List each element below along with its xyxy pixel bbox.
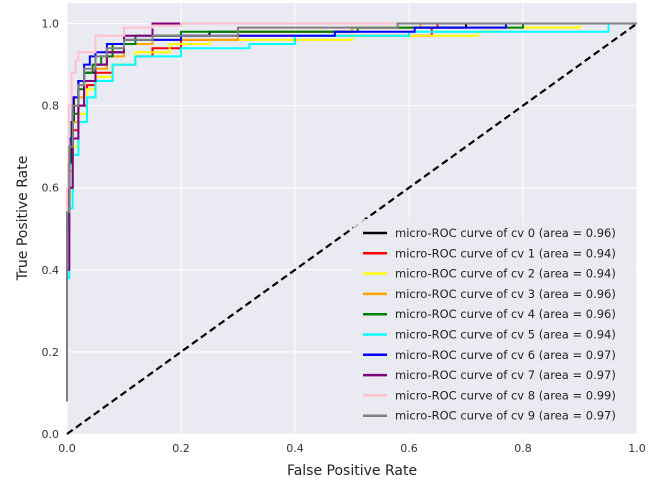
x-tick-label: 1.0 <box>628 442 646 455</box>
x-tick-label: 0.6 <box>400 442 418 455</box>
y-tick-label: 0.6 <box>42 182 60 195</box>
legend-entry-cv-0: micro-ROC curve of cv 0 (area = 0.96) <box>395 226 616 240</box>
chance-diagonal <box>66 22 638 435</box>
legend-frame <box>353 219 635 432</box>
x-tick-labels: 0.0 0.2 0.4 0.6 0.8 1.0 <box>58 442 646 455</box>
roc-curve-cv-8 <box>66 22 637 402</box>
y-tick-label: 0.8 <box>42 100 60 113</box>
legend-entry-cv-3: micro-ROC curve of cv 3 (area = 0.96) <box>395 287 616 301</box>
x-tick-label: 0.0 <box>58 442 76 455</box>
legend-entry-cv-5: micro-ROC curve of cv 5 (area = 0.94) <box>395 328 616 342</box>
x-axis-label: False Positive Rate <box>287 463 417 479</box>
y-tick-labels: 0.0 0.2 0.4 0.6 0.8 1.0 <box>42 18 60 441</box>
legend-entry-cv-1: micro-ROC curve of cv 1 (area = 0.94) <box>395 246 616 260</box>
legend-entry-cv-9: micro-ROC curve of cv 9 (area = 0.97) <box>395 409 616 423</box>
legend-entry-cv-6: micro-ROC curve of cv 6 (area = 0.97) <box>395 348 616 362</box>
legend-entry-cv-4: micro-ROC curve of cv 4 (area = 0.96) <box>395 307 616 321</box>
roc-curves <box>66 22 637 402</box>
legend-entry-cv-7: micro-ROC curve of cv 7 (area = 0.97) <box>395 368 616 382</box>
x-tick-label: 0.8 <box>514 442 532 455</box>
y-tick-label: 0.2 <box>42 346 60 359</box>
x-tick-label: 0.4 <box>286 442 304 455</box>
legend-entry-cv-2: micro-ROC curve of cv 2 (area = 0.94) <box>395 267 616 281</box>
y-tick-label: 0.0 <box>42 428 60 441</box>
roc-curve-cv-9 <box>66 22 637 402</box>
grid <box>66 3 638 435</box>
legend: micro-ROC curve of cv 0 (area = 0.96) mic… <box>353 219 635 432</box>
y-tick-label: 1.0 <box>42 18 60 31</box>
y-tick-label: 0.4 <box>42 264 60 277</box>
roc-curve-cv-5 <box>66 22 637 402</box>
legend-entry-cv-8: micro-ROC curve of cv 8 (area = 0.99) <box>395 388 616 402</box>
y-axis-label: True Positive Rate <box>15 156 31 282</box>
x-tick-label: 0.2 <box>172 442 190 455</box>
